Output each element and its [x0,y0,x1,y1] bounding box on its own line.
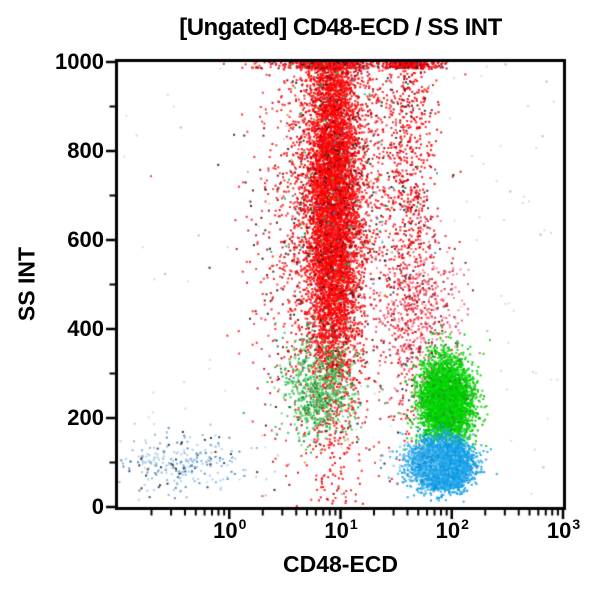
x-axis-label: CD48-ECD [282,551,399,577]
y-tick-label: 800 [67,138,104,163]
plot-title: [Ungated] CD48-ECD / SS INT [179,14,502,41]
y-tick-label: 400 [67,316,104,341]
y-tick-label: 0 [91,494,104,519]
y-tick-label: 600 [67,227,104,252]
y-tick-label: 200 [67,405,104,430]
x-tick-label: 101 [324,516,358,543]
y-axis-label: SS INT [13,246,40,322]
x-tick-label: 102 [435,516,469,543]
y-tick-label: 1000 [55,49,104,74]
x-tick-label: 103 [546,516,581,543]
x-tick-label: 100 [213,516,247,543]
